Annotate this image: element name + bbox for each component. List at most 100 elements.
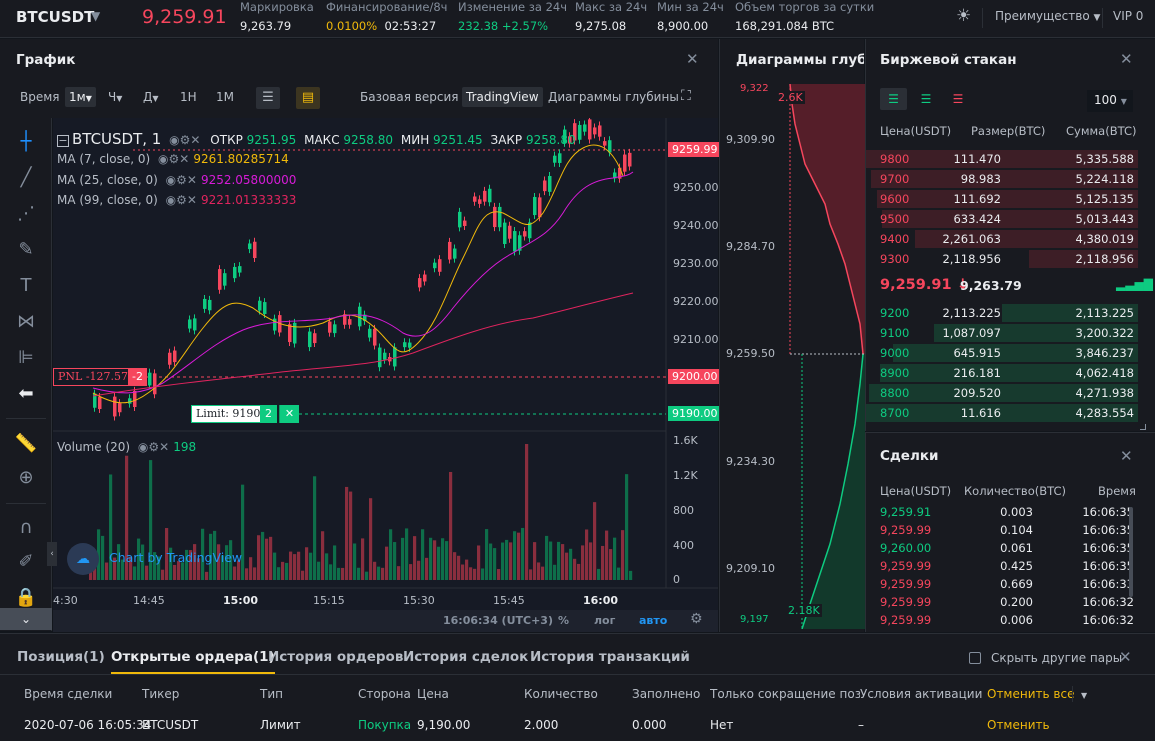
ask-row[interactable]: 9800 111.470 5,335.588: [866, 149, 1138, 169]
tab-transaction-history[interactable]: История транзакций: [530, 649, 690, 665]
theme-sun-icon[interactable]: ☀: [956, 6, 972, 26]
indicators-icon[interactable]: ▤: [296, 87, 320, 109]
percent-toggle[interactable]: %: [558, 614, 570, 627]
prediction-icon[interactable]: ⊫: [18, 347, 34, 368]
book-asks-icon[interactable]: ☰: [952, 92, 964, 106]
tradingview-watermark[interactable]: Chart by TradingView: [109, 550, 243, 565]
chevron-down-icon[interactable]: ⌄: [0, 608, 52, 630]
back-arrow-icon[interactable]: ⬅: [18, 383, 34, 404]
lock-draw-icon[interactable]: ✐: [18, 551, 34, 572]
trend-line-icon[interactable]: ╱: [20, 167, 32, 188]
pattern-icon[interactable]: ⋈: [17, 311, 35, 332]
interval-1m[interactable]: 1м▼: [65, 87, 96, 107]
depth-chart[interactable]: [720, 84, 865, 629]
settings-sliders-icon[interactable]: ☰: [256, 87, 280, 109]
ob-sum: 5,335.588: [1075, 152, 1134, 166]
hide-pairs-checkbox[interactable]: [969, 652, 981, 664]
close-icon[interactable]: ✕: [1120, 50, 1133, 68]
volume-bar: [617, 567, 621, 580]
cancel-all-button[interactable]: Отменить все: [987, 687, 1075, 701]
volume-bar: [501, 542, 505, 580]
close-icon[interactable]: ✕: [686, 50, 699, 68]
gear-icon[interactable]: ⚙: [690, 611, 703, 627]
trades-scrollbar[interactable]: [1129, 507, 1133, 597]
ruler-icon[interactable]: 📏: [14, 433, 38, 454]
bid-row[interactable]: 9000 645.915 3,846.237: [866, 343, 1138, 363]
interval-day[interactable]: Д▼: [143, 90, 159, 104]
interval-1w[interactable]: 1Н: [180, 90, 197, 104]
eye-icon[interactable]: ◉⚙✕: [137, 440, 170, 454]
ask-row[interactable]: 9500 633.424 5,013.443: [866, 209, 1138, 229]
bid-row[interactable]: 9200 2,113.225 2,113.225: [866, 303, 1138, 323]
volume-bar: [277, 567, 281, 580]
view-depth[interactable]: Диаграммы глубины: [548, 90, 679, 104]
limit-order-label[interactable]: Limit: 9190: [191, 405, 266, 423]
ask-row[interactable]: 9400 2,261.063 4,380.019: [866, 229, 1138, 249]
tab-order-history[interactable]: История ордеров: [268, 649, 404, 665]
text-icon[interactable]: T: [20, 275, 32, 296]
eye-icon[interactable]: ◉⚙✕: [165, 173, 197, 187]
brush-icon[interactable]: ✎: [18, 239, 34, 260]
volume-bar: [497, 569, 501, 580]
tab-trade-history[interactable]: История сделок: [403, 649, 529, 665]
ob-mark-price: 9,263.79: [960, 278, 1022, 293]
trade-price: 9,259.99: [880, 613, 932, 627]
advantage-menu[interactable]: Преимущество ▼: [995, 9, 1101, 23]
bid-row[interactable]: 8800 209.520 4,271.938: [866, 383, 1138, 403]
chevron-left-icon[interactable]: ‹: [47, 542, 57, 566]
fullscreen-icon[interactable]: ⛶: [681, 88, 691, 104]
view-tradingview[interactable]: TradingView: [462, 87, 543, 107]
chevron-down-icon: ▼: [152, 94, 159, 103]
chevron-down-icon[interactable]: ▼: [1081, 691, 1088, 700]
log-toggle[interactable]: лог: [594, 614, 616, 627]
tab-open-orders[interactable]: Открытые ордера(1): [111, 649, 275, 674]
volume-legend: Volume (20) ◉⚙✕ 198: [57, 440, 197, 454]
volume-bar: [613, 537, 617, 580]
ask-row[interactable]: 9700 98.983 5,224.118: [866, 169, 1138, 189]
book-bids-icon[interactable]: ☰: [920, 92, 932, 106]
bid-row[interactable]: 8900 216.181 4,062.418: [866, 363, 1138, 383]
chevron-down-icon[interactable]: ▼: [91, 9, 101, 23]
zoom-in-icon[interactable]: ⊕: [18, 467, 34, 488]
price-chart[interactable]: − BTCUSDT, 1 ◉⚙✕ ОТКР 9251.95 МАКС 9258.8…: [47, 118, 722, 632]
lock-icon[interactable]: 🔒: [14, 587, 38, 608]
symbol-name[interactable]: BTCUSDT: [16, 8, 95, 26]
interval-1mo[interactable]: 1М: [216, 90, 234, 104]
ob-header-size: Размер(BTC): [971, 124, 1046, 138]
resize-handle-icon[interactable]: [1140, 424, 1146, 430]
close-icon[interactable]: ✕: [1119, 648, 1132, 666]
candle: [313, 333, 317, 344]
chart-clock[interactable]: 16:06:34 (UTC+3): [443, 614, 553, 627]
ob-sum: 4,062.418: [1075, 366, 1134, 380]
collapse-icon[interactable]: −: [57, 134, 69, 147]
book-both-icon[interactable]: ☰: [880, 88, 907, 110]
depth-bar: [866, 404, 1138, 422]
magnet-icon[interactable]: ∩: [19, 517, 33, 538]
chart-canvas[interactable]: [53, 118, 718, 632]
fib-icon[interactable]: ⋰: [17, 203, 35, 224]
view-basic[interactable]: Базовая версия: [360, 90, 459, 104]
ob-sum: 5,013.443: [1075, 212, 1134, 226]
depth-select[interactable]: 100 ▼: [1087, 90, 1133, 112]
close-icon[interactable]: ✕: [1120, 447, 1133, 465]
crosshair-icon[interactable]: ┼: [20, 131, 32, 152]
pnl-label[interactable]: PNL -127.57: [53, 368, 134, 386]
bid-row[interactable]: 8700 11.616 4,283.554: [866, 403, 1138, 423]
cancel-order-button[interactable]: Отменить: [987, 718, 1050, 732]
ask-row[interactable]: 9600 111.692 5,125.135: [866, 189, 1138, 209]
tab-positions[interactable]: Позиция(1): [17, 649, 105, 665]
eye-icon[interactable]: ◉⚙✕: [158, 152, 190, 166]
ob-size: 2,113.225: [942, 306, 1001, 320]
divider: [6, 418, 46, 419]
eye-icon[interactable]: ◉⚙✕: [165, 193, 197, 207]
bid-row[interactable]: 9100 1,087.097 3,200.322: [866, 323, 1138, 343]
cancel-order-icon[interactable]: ✕: [279, 405, 299, 423]
volume-bar: [93, 561, 97, 580]
eye-icon[interactable]: ◉⚙✕: [169, 133, 201, 147]
volume-bar: [165, 528, 169, 580]
vip-level[interactable]: VIP 0: [1113, 9, 1144, 23]
interval-hour[interactable]: Ч▼: [108, 90, 123, 104]
volume-bar: [493, 548, 497, 580]
auto-toggle[interactable]: авто: [639, 614, 668, 627]
ask-row[interactable]: 9300 2,118.956 2,118.956: [866, 249, 1138, 269]
